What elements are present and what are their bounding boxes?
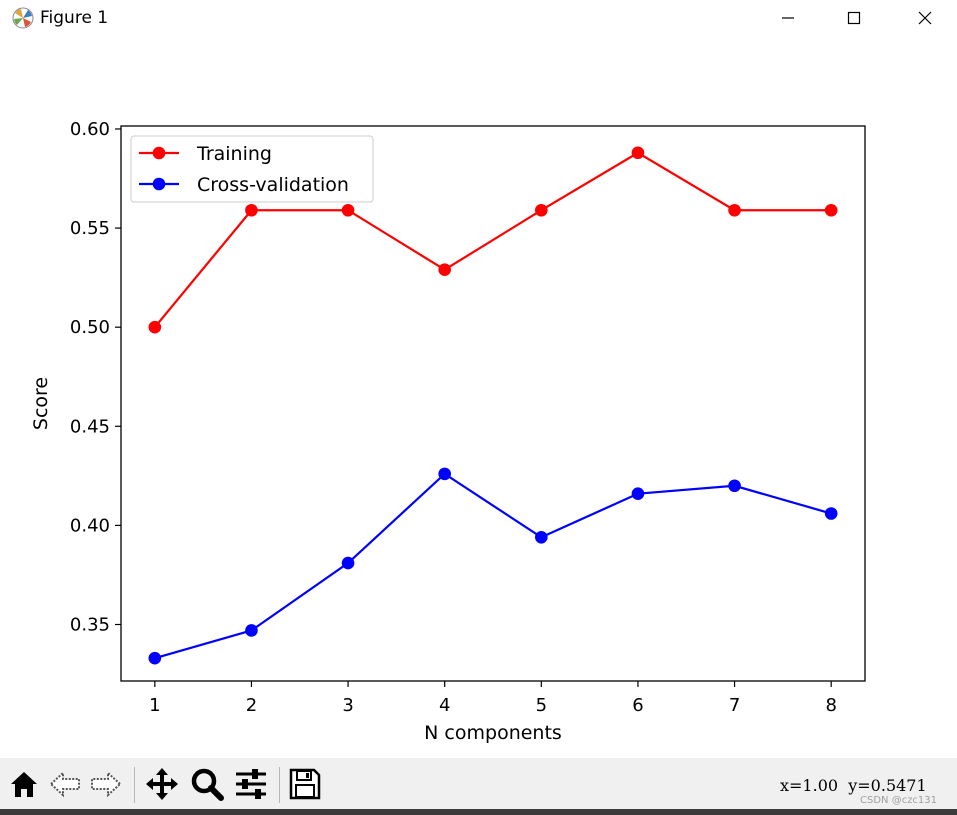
training-point — [631, 146, 645, 160]
x-tick-label: 7 — [729, 695, 740, 716]
zoom-icon — [191, 768, 224, 801]
x-tick-label: 2 — [246, 695, 257, 716]
cross-validation-point — [824, 507, 838, 520]
cross-validation-point — [438, 467, 451, 481]
title-bar: Figure 1 — [0, 0, 957, 36]
y-tick-label: 0.40 — [70, 515, 110, 536]
x-tick-label: 1 — [149, 695, 160, 716]
cross-validation-point — [728, 479, 741, 493]
x-tick-label: 5 — [536, 695, 547, 716]
toolbar-separator — [134, 767, 135, 803]
x-tick-label: 6 — [632, 695, 643, 716]
cross-validation-point — [245, 624, 258, 637]
training-point — [728, 203, 741, 217]
toolbar-separator — [279, 767, 280, 803]
y-tick-label: 0.60 — [70, 119, 110, 140]
back-icon — [49, 770, 80, 798]
cross-validation-line — [154, 472, 832, 660]
maximize-icon — [847, 11, 861, 25]
watermark: CSDN @czc131 — [860, 795, 938, 806]
cross-validation-point — [341, 556, 355, 570]
home-button[interactable] — [5, 765, 43, 803]
training-line — [153, 151, 832, 328]
y-tick-label: 0.35 — [70, 615, 110, 636]
pan-icon — [146, 768, 178, 800]
zoom-button[interactable] — [188, 765, 226, 803]
minimize-icon — [782, 17, 794, 19]
y-tick-label: 0.55 — [70, 218, 110, 239]
line-chart[interactable]: 1 2 3 4 5 6 7 8 0.35 0.40 0.45 0.50 0.55 0.60 N comp… — [0, 36, 957, 758]
navigation-toolbar: x=1.00 y=0.5471 CSDN @czc131 — [0, 758, 957, 809]
cursor-coordinates: x=1.00 y=0.5471 — [780, 776, 927, 795]
legend-training-label: Training — [196, 143, 272, 165]
maximize-button[interactable] — [831, 0, 877, 36]
save-icon — [289, 768, 321, 800]
y-tick-label: 0.45 — [70, 416, 110, 437]
home-icon — [11, 772, 37, 797]
close-icon — [918, 11, 932, 25]
training-point — [438, 263, 451, 277]
plot-area-frame — [120, 125, 866, 682]
forward-icon — [91, 770, 122, 798]
configure-subplots-icon — [236, 769, 266, 799]
pan-button[interactable] — [143, 765, 181, 803]
x-tick-label: 4 — [439, 695, 450, 716]
forward-button[interactable] — [87, 765, 125, 803]
figure-canvas[interactable]: 1 2 3 4 5 6 7 8 0.35 0.40 0.45 0.50 0.55 0.60 N comp… — [0, 36, 957, 758]
x-tick-label: 3 — [342, 695, 353, 716]
legend-training-marker — [152, 146, 166, 160]
training-point — [341, 203, 355, 217]
back-button[interactable] — [46, 765, 84, 803]
minimize-button[interactable] — [765, 0, 811, 36]
legend-cross-validation-label: Cross-validation — [197, 174, 349, 196]
legend-box — [130, 135, 374, 203]
configure-subplots-button[interactable] — [232, 765, 270, 803]
training-point — [148, 320, 162, 334]
window-bottom-edge — [0, 809, 957, 815]
training-point — [824, 203, 838, 217]
training-point — [535, 203, 548, 217]
window-title: Figure 1 — [40, 8, 109, 28]
cross-validation-point — [631, 487, 645, 500]
y-axis-label: Score — [30, 377, 52, 430]
legend-cross-validation-marker — [152, 177, 166, 191]
cross-validation-point — [535, 530, 548, 544]
training-point — [245, 203, 258, 217]
cross-validation-point — [148, 651, 162, 665]
save-button[interactable] — [286, 765, 324, 803]
x-tick-label: 8 — [825, 695, 836, 716]
close-button[interactable] — [902, 0, 948, 36]
y-tick-label: 0.50 — [70, 317, 110, 338]
legend: Training Cross-validation — [130, 135, 374, 203]
x-axis-label: N components — [424, 722, 562, 744]
matplotlib-logo-icon — [12, 7, 34, 29]
